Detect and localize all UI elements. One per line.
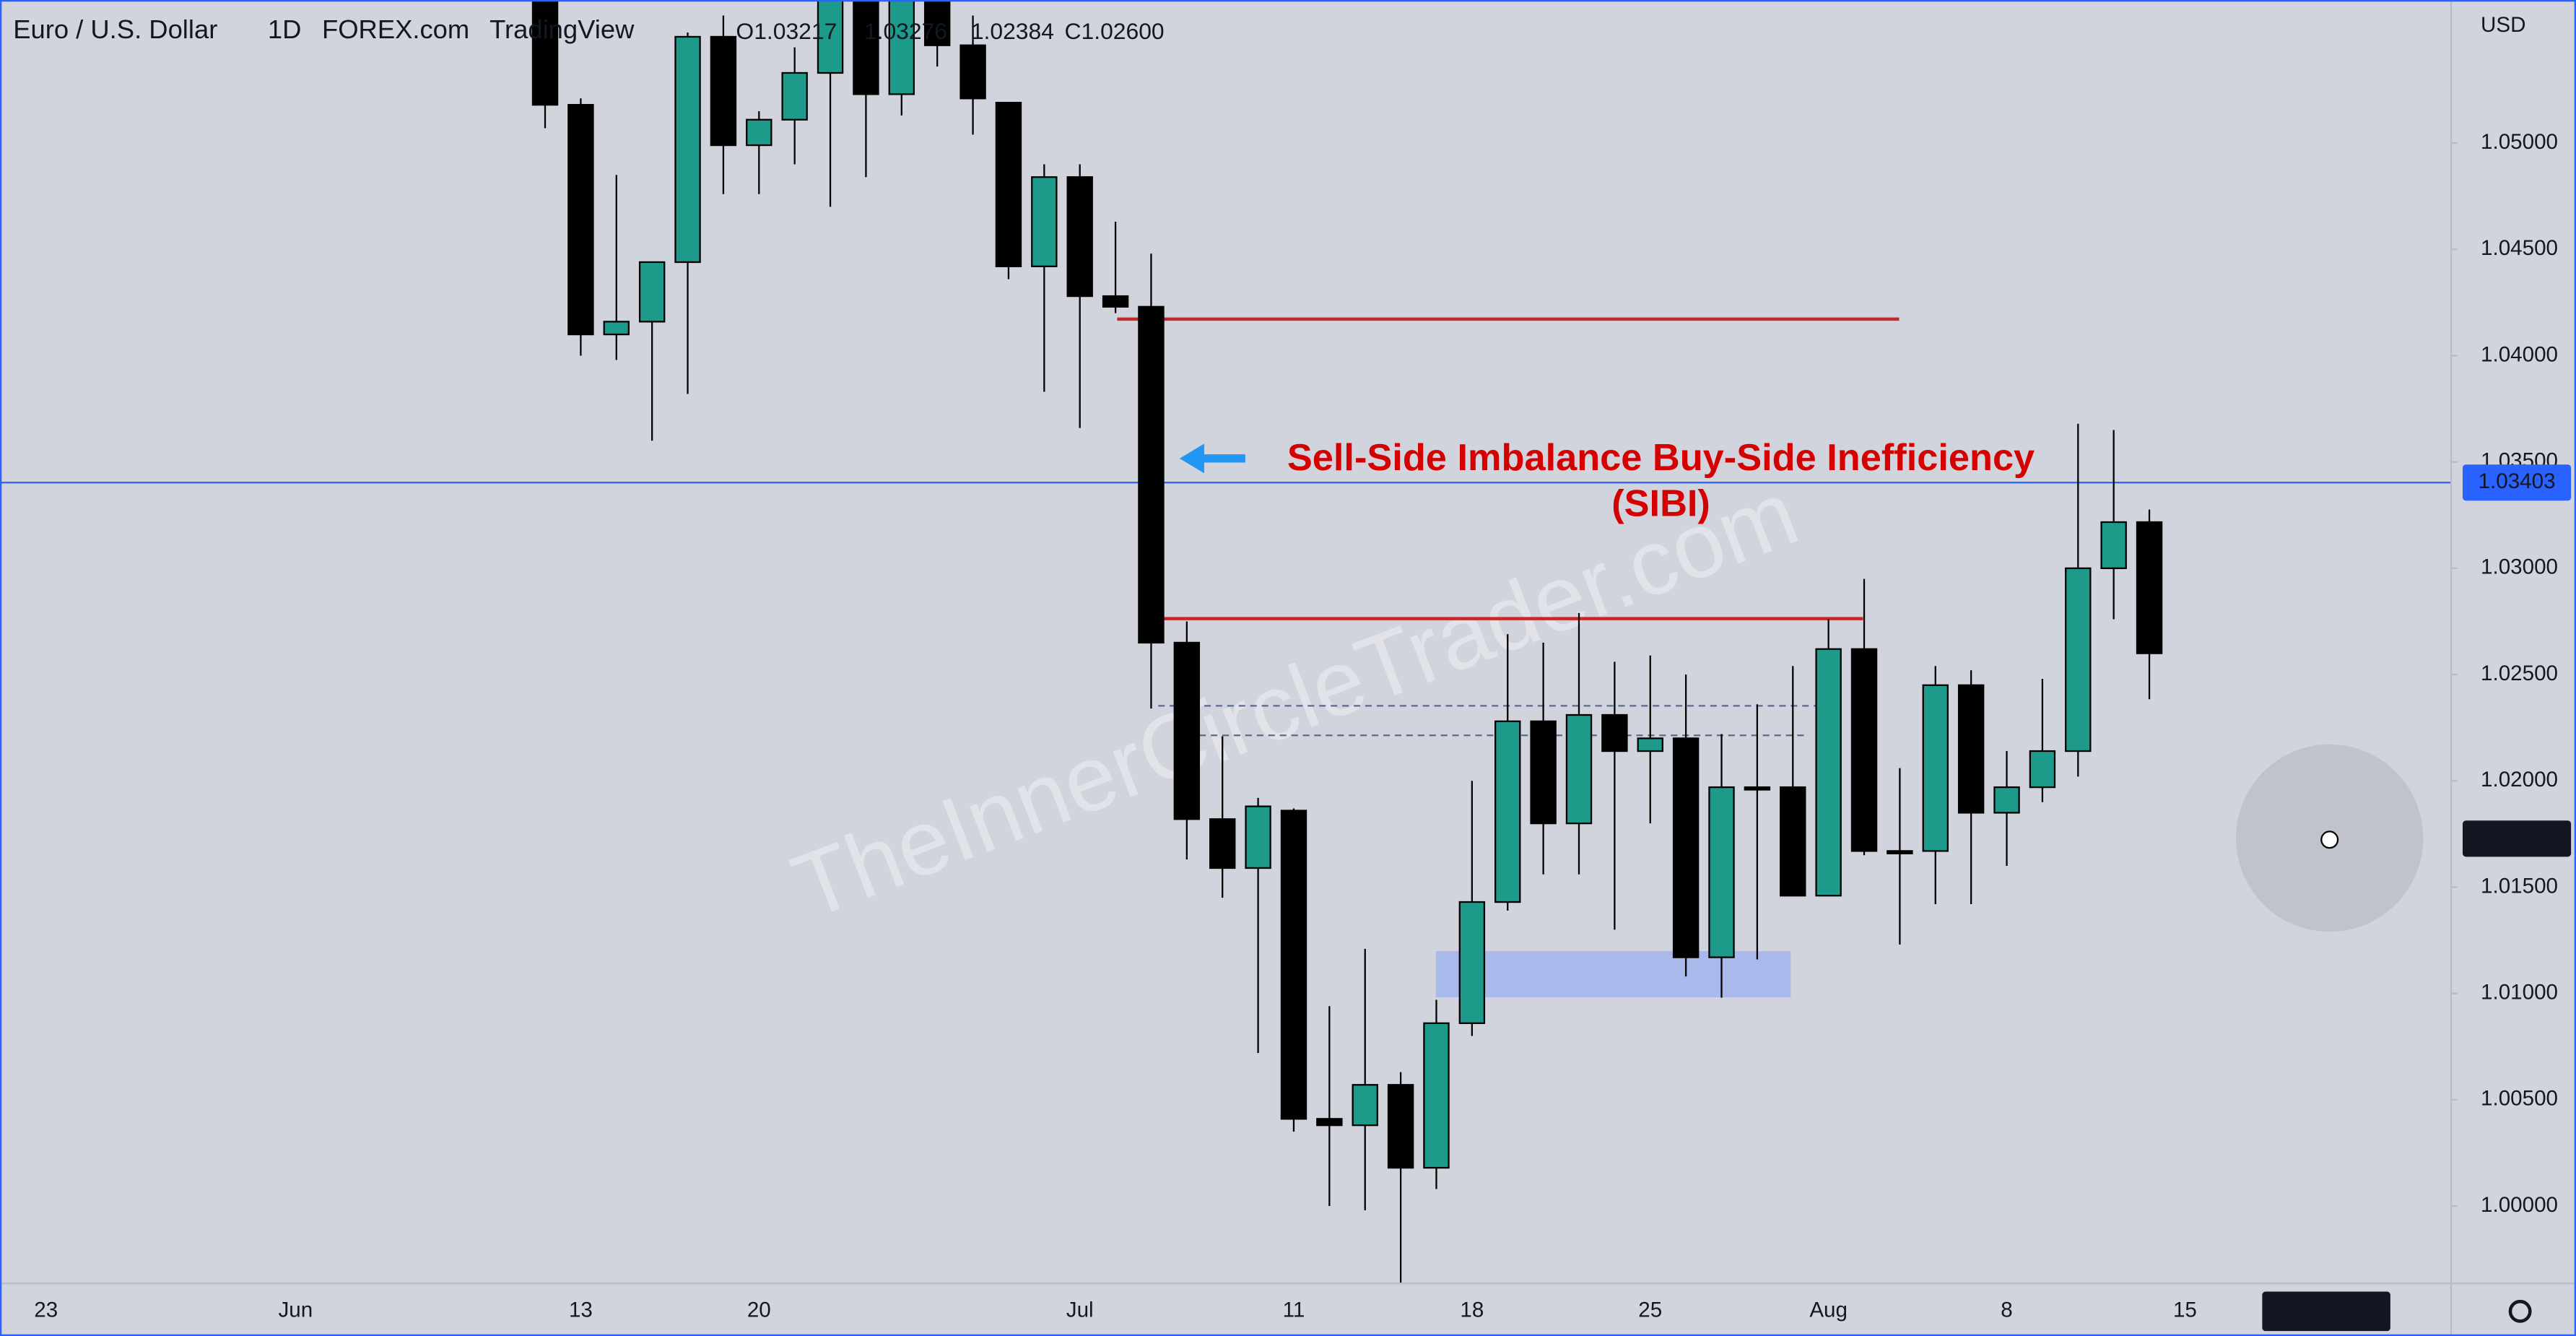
candle-body — [781, 71, 808, 121]
cursor-hand — [2320, 830, 2339, 849]
candle-body — [1316, 1118, 1343, 1127]
candle-body — [1815, 648, 1842, 897]
crosshair-date-bg — [2262, 1291, 2390, 1332]
currency[interactable]: USD — [2481, 13, 2525, 37]
candle-body — [1245, 805, 1271, 869]
candle-body — [1922, 684, 1949, 852]
annotation-text: (SIBI) — [1611, 483, 1710, 525]
ohlc-open: O1.03217 — [736, 18, 837, 44]
candle-body — [1887, 850, 1913, 854]
candle-body — [1352, 1084, 1378, 1127]
header: Euro / U.S. Dollar 1D FOREX.com TradingV… — [13, 13, 2525, 44]
interval[interactable]: 1D — [268, 14, 302, 44]
x-tick-label: Jun — [279, 1298, 313, 1322]
x-tick-label: Jul — [1066, 1298, 1094, 1322]
price-line-label-bg — [2462, 464, 2572, 501]
candle-body — [2065, 567, 2092, 752]
candle-body — [1102, 295, 1129, 308]
y-tick-label: 1.03000 — [2481, 555, 2558, 579]
source: TradingView — [489, 14, 635, 44]
candle-body — [2136, 521, 2163, 654]
candle-body — [1565, 713, 1593, 825]
y-tick-label: 1.00500 — [2481, 1087, 2558, 1111]
ohlc-close: C1.02600 — [1065, 18, 1165, 44]
candle-body — [1672, 737, 1700, 958]
candle-body — [1957, 684, 1985, 814]
x-tick-label: 13 — [569, 1298, 593, 1322]
candle-body — [1637, 737, 1663, 752]
candle-body — [567, 103, 594, 336]
candle-body — [1423, 1022, 1450, 1169]
y-tick-label: 1.01500 — [2481, 874, 2558, 898]
candle-body — [1458, 901, 1486, 1024]
y-tick-label: 1.02000 — [2481, 768, 2558, 791]
candle-body — [817, 0, 844, 74]
candle-body — [1850, 648, 1878, 852]
candle-body — [1031, 176, 1058, 268]
x-tick-label: 15 — [2173, 1298, 2197, 1322]
x-tick-label: Aug — [1809, 1298, 1848, 1322]
candle-body — [923, 0, 951, 46]
candle-body — [853, 0, 879, 95]
candle-body — [960, 44, 986, 100]
x-tick-label: 8 — [2001, 1298, 2012, 1322]
crosshair-date-label: 19 Aug '22 — [2276, 1298, 2377, 1322]
y-tick-label: 1.01000 — [2481, 980, 2558, 1004]
candle-body — [1066, 176, 1093, 298]
candle-body — [888, 0, 915, 95]
candle-body — [674, 35, 701, 264]
y-tick-label: 1.00000 — [2481, 1193, 2558, 1217]
candle-body — [746, 118, 773, 147]
candle-body — [1280, 810, 1307, 1120]
gear[interactable] — [2508, 1299, 2532, 1323]
ohlc-high: 1.03276 — [864, 18, 947, 44]
candle-body — [1993, 786, 2020, 814]
candle-body — [1530, 720, 1557, 825]
candle-body — [2100, 521, 2127, 570]
candle-body — [1744, 786, 1771, 791]
candle-body — [1494, 720, 1521, 903]
exchange: FOREX.com — [322, 14, 469, 44]
imbalance-zone — [1435, 951, 1791, 997]
x-tick-label: 20 — [747, 1298, 771, 1322]
candle-body — [2029, 750, 2056, 789]
annotation-text: Sell-Side Imbalance Buy-Side Inefficienc… — [1287, 437, 2035, 479]
candle-body — [1209, 818, 1236, 869]
candle-body — [1601, 713, 1628, 752]
candle-body — [710, 35, 737, 147]
candle-body — [995, 102, 1022, 268]
x-tick-label: 18 — [1460, 1298, 1484, 1322]
y-tick-label: 1.04500 — [2481, 236, 2558, 260]
settings-icon[interactable] — [2508, 1299, 2532, 1323]
candle-body — [1138, 305, 1165, 644]
candle-body — [603, 321, 630, 336]
ohlc-low: 1.02384 — [971, 18, 1054, 44]
candle-body — [1173, 641, 1201, 820]
candle-body — [638, 261, 666, 323]
x-tick-label: 25 — [1638, 1298, 1662, 1322]
candle-body — [1780, 786, 1806, 897]
crosshair-price-label-bg — [2462, 820, 2572, 857]
crosshair-price-label: 1.01728 — [2479, 825, 2556, 849]
candle-body — [1708, 786, 1735, 958]
price-line-label: 1.03403 — [2479, 469, 2556, 493]
candle-body — [531, 0, 559, 106]
x-tick-label: 23 — [34, 1298, 58, 1322]
y-tick-label: 1.02500 — [2481, 662, 2558, 685]
y-tick-label: 1.04000 — [2481, 342, 2558, 366]
x-tick-label: 11 — [1283, 1298, 1305, 1322]
symbol[interactable]: Euro / U.S. Dollar — [13, 14, 217, 44]
arrow-head — [1179, 443, 1204, 474]
y-tick-label: 1.05000 — [2481, 130, 2558, 154]
candle-body — [1387, 1084, 1414, 1169]
